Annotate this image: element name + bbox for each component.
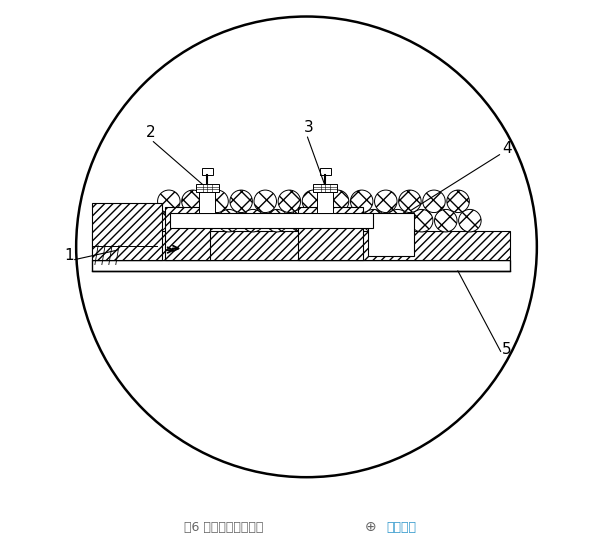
Text: 2: 2 [146,125,156,140]
Bar [368,213,414,256]
Circle shape [435,209,457,232]
Circle shape [411,209,433,232]
Circle shape [362,209,385,232]
Circle shape [194,209,216,232]
Text: 1: 1 [64,248,74,263]
Circle shape [290,209,313,232]
Circle shape [302,190,325,213]
Bar [170,213,373,228]
Circle shape [314,209,337,232]
Bar [199,192,215,213]
Text: ⊕: ⊕ [365,520,376,535]
Text: 下载原图: 下载原图 [386,521,416,534]
Circle shape [278,190,300,213]
Circle shape [254,190,276,213]
Circle shape [351,190,373,213]
Bar [317,192,333,213]
Text: 图6 双层导绳器示意图: 图6 双层导绳器示意图 [184,521,263,534]
Text: 5: 5 [502,342,512,357]
Bar [92,203,162,260]
Bar [164,206,210,260]
Circle shape [169,209,192,232]
Circle shape [459,209,481,232]
Circle shape [266,209,288,232]
Circle shape [338,209,360,232]
Circle shape [326,190,349,213]
Circle shape [218,209,240,232]
Circle shape [206,190,228,213]
Text: 4: 4 [502,141,512,156]
Circle shape [242,209,264,232]
Circle shape [230,190,253,213]
Circle shape [375,190,397,213]
Circle shape [447,190,470,213]
Bar [299,206,363,260]
Bar [92,231,510,260]
Circle shape [398,190,421,213]
Bar [202,167,213,175]
Circle shape [158,190,180,213]
Circle shape [181,190,204,213]
Text: 3: 3 [304,119,314,134]
Circle shape [145,209,168,232]
Circle shape [386,209,409,232]
Bar [92,260,510,271]
Bar [320,167,330,175]
Bar [313,184,337,192]
Circle shape [423,190,445,213]
Bar [196,184,219,192]
